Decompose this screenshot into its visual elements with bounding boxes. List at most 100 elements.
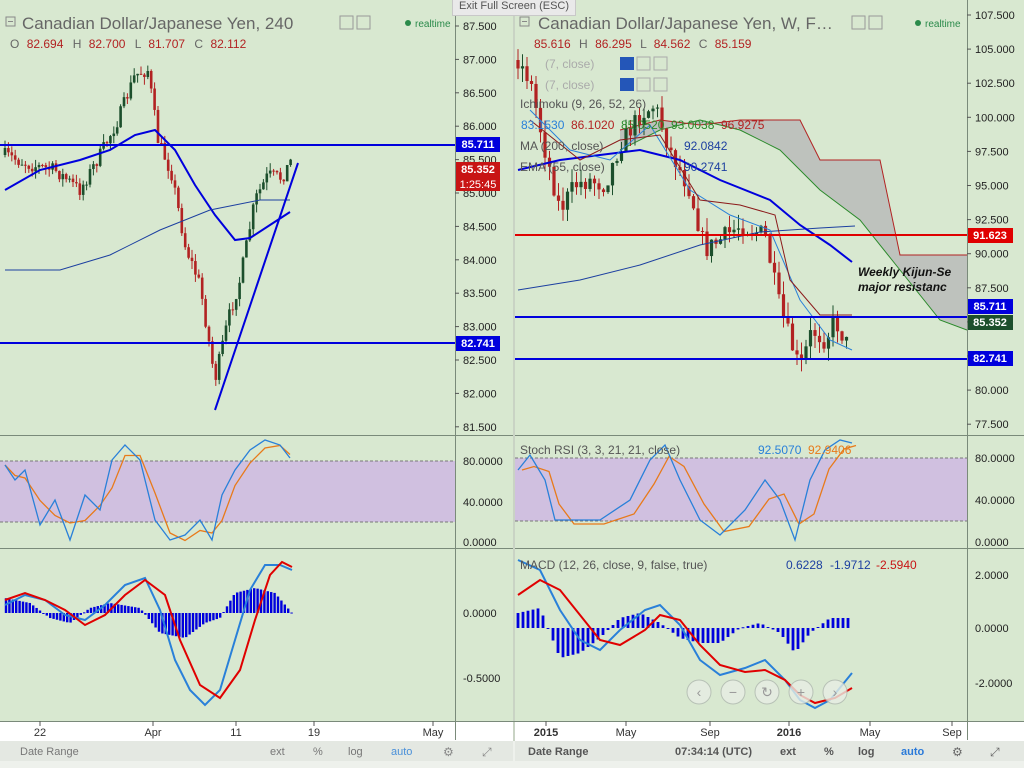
right-indicator-2-label[interactable]: (7, close) [545, 78, 594, 92]
left-macd-bar [106, 603, 110, 613]
right-auto-button[interactable]: auto [901, 746, 925, 758]
left-rsi-d-line [4, 444, 291, 542]
left-macd-pane[interactable] [0, 549, 455, 721]
right-date-range-button[interactable]: Date Range [528, 746, 589, 758]
right-settings-icon[interactable] [851, 15, 866, 30]
right-macd-bar [711, 628, 715, 643]
right-ema-label[interactable]: EMA (55, close) [520, 160, 605, 174]
right-macd-bar [546, 628, 550, 629]
left-macd-bar [83, 612, 86, 614]
right-ind2-eye-icon[interactable] [620, 78, 634, 91]
right-x-tick: 2016 [777, 727, 801, 739]
right-settings-gear-icon[interactable]: ⚙ [952, 745, 963, 759]
left-candle [30, 168, 34, 172]
zoom-out-icon[interactable] [720, 679, 746, 705]
left-macd-bar [263, 590, 266, 613]
left-candle [7, 148, 10, 153]
right-close-icon[interactable] [868, 15, 883, 30]
left-candle [156, 109, 160, 143]
right-candle [655, 107, 660, 109]
left-price-tick: 87.500 [463, 21, 497, 33]
left-candle [224, 325, 228, 341]
right-ext-button[interactable]: ext [780, 746, 796, 758]
left-macd-bar [202, 613, 205, 625]
left-price-pane[interactable] [0, 0, 455, 435]
right-candle [520, 66, 525, 69]
left-macd-bar [93, 606, 96, 613]
right-annotation-line1[interactable]: Weekly Kijun-Se [858, 265, 951, 279]
left-candle [98, 148, 102, 166]
right-ema-value: 90.2741 [684, 160, 728, 174]
left-candle [54, 163, 58, 171]
right-macd-value: 0.6228 [786, 558, 823, 572]
left-auto-button[interactable]: auto [391, 746, 412, 758]
right-ind1-settings-icon[interactable] [636, 56, 651, 71]
left-candle [163, 143, 167, 160]
right-annotation-line2[interactable]: major resistanc [858, 280, 947, 294]
left-macd-bar [123, 605, 127, 613]
left-log-button[interactable]: log [348, 746, 363, 758]
right-price-tick: 77.500 [975, 419, 1009, 431]
right-candle [687, 186, 691, 197]
right-ind2-close-icon[interactable] [653, 77, 668, 92]
left-trend-line[interactable] [214, 162, 299, 411]
left-settings-gear-icon[interactable]: ⚙ [443, 745, 454, 759]
left-macd-bar [276, 596, 280, 613]
left-macd-bar [229, 600, 232, 613]
scroll-right-icon[interactable] [822, 679, 848, 705]
right-fullscreen-icon[interactable]: ⤢ [989, 745, 1000, 759]
right-log-button[interactable]: log [858, 746, 875, 758]
right-ma-label[interactable]: MA (200, close) [520, 139, 603, 153]
left-candle [139, 73, 143, 75]
left-x-tick: 19 [308, 727, 320, 739]
right-macd-label[interactable]: MACD (12, 26, close, 9, false, true) [520, 558, 707, 572]
left-rsi-k-line [4, 439, 291, 542]
left-ext-button[interactable]: ext [270, 746, 285, 758]
right-percent-button[interactable]: % [824, 746, 834, 758]
reset-icon[interactable] [754, 679, 780, 705]
left-candle [13, 155, 17, 160]
left-macd-bar [212, 613, 215, 621]
right-ind1-close-icon[interactable] [653, 56, 668, 71]
right-candle [795, 350, 799, 355]
right-macd-bar [746, 626, 750, 628]
left-fullscreen-icon[interactable]: ⤢ [481, 745, 492, 759]
right-candle [799, 354, 804, 360]
right-candle [534, 83, 538, 108]
left-candle [211, 341, 214, 364]
right-stoch-label[interactable]: Stoch RSI (3, 3, 21, 21, close) [520, 443, 680, 457]
left-candle [143, 74, 146, 77]
left-x-tick: May [423, 727, 444, 739]
left-settings-icon[interactable] [339, 15, 354, 30]
chart-navigation-controls[interactable] [686, 679, 848, 705]
left-candle [248, 229, 252, 241]
zoom-in-icon[interactable] [788, 679, 814, 705]
left-close-icon[interactable] [356, 15, 371, 30]
right-ohlc-l: 84.562 [654, 37, 691, 51]
right-ichimoku-label[interactable]: Ichimoku (9, 26, 52, 26) [520, 97, 646, 111]
left-macd-bar [154, 613, 157, 628]
right-macd-bar [526, 610, 530, 628]
right-candle [736, 228, 741, 230]
left-candle [285, 165, 289, 182]
right-macd-hist-value: -2.5940 [876, 558, 917, 572]
right-indicator-1-label[interactable]: (7, close) [545, 57, 594, 71]
left-candle [112, 133, 116, 137]
right-ichimoku-cloud [620, 120, 967, 330]
left-candle [41, 165, 44, 167]
right-ind2-settings-icon[interactable] [636, 77, 651, 92]
right-macd-bar [591, 628, 595, 644]
right-candle [696, 208, 700, 231]
exit-fullscreen-button[interactable]: Exit Full Screen (ESC) [452, 0, 577, 16]
left-candle [68, 178, 71, 180]
left-date-range-button[interactable]: Date Range [20, 746, 79, 758]
right-candle [633, 115, 637, 136]
scroll-left-icon[interactable] [686, 679, 712, 705]
left-macd-bar [45, 613, 48, 616]
right-ind1-eye-icon[interactable] [620, 57, 634, 70]
left-percent-button[interactable]: % [313, 746, 323, 758]
left-candle [58, 170, 61, 180]
left-price-tick: 82.000 [463, 388, 497, 400]
right-candle [718, 239, 723, 244]
